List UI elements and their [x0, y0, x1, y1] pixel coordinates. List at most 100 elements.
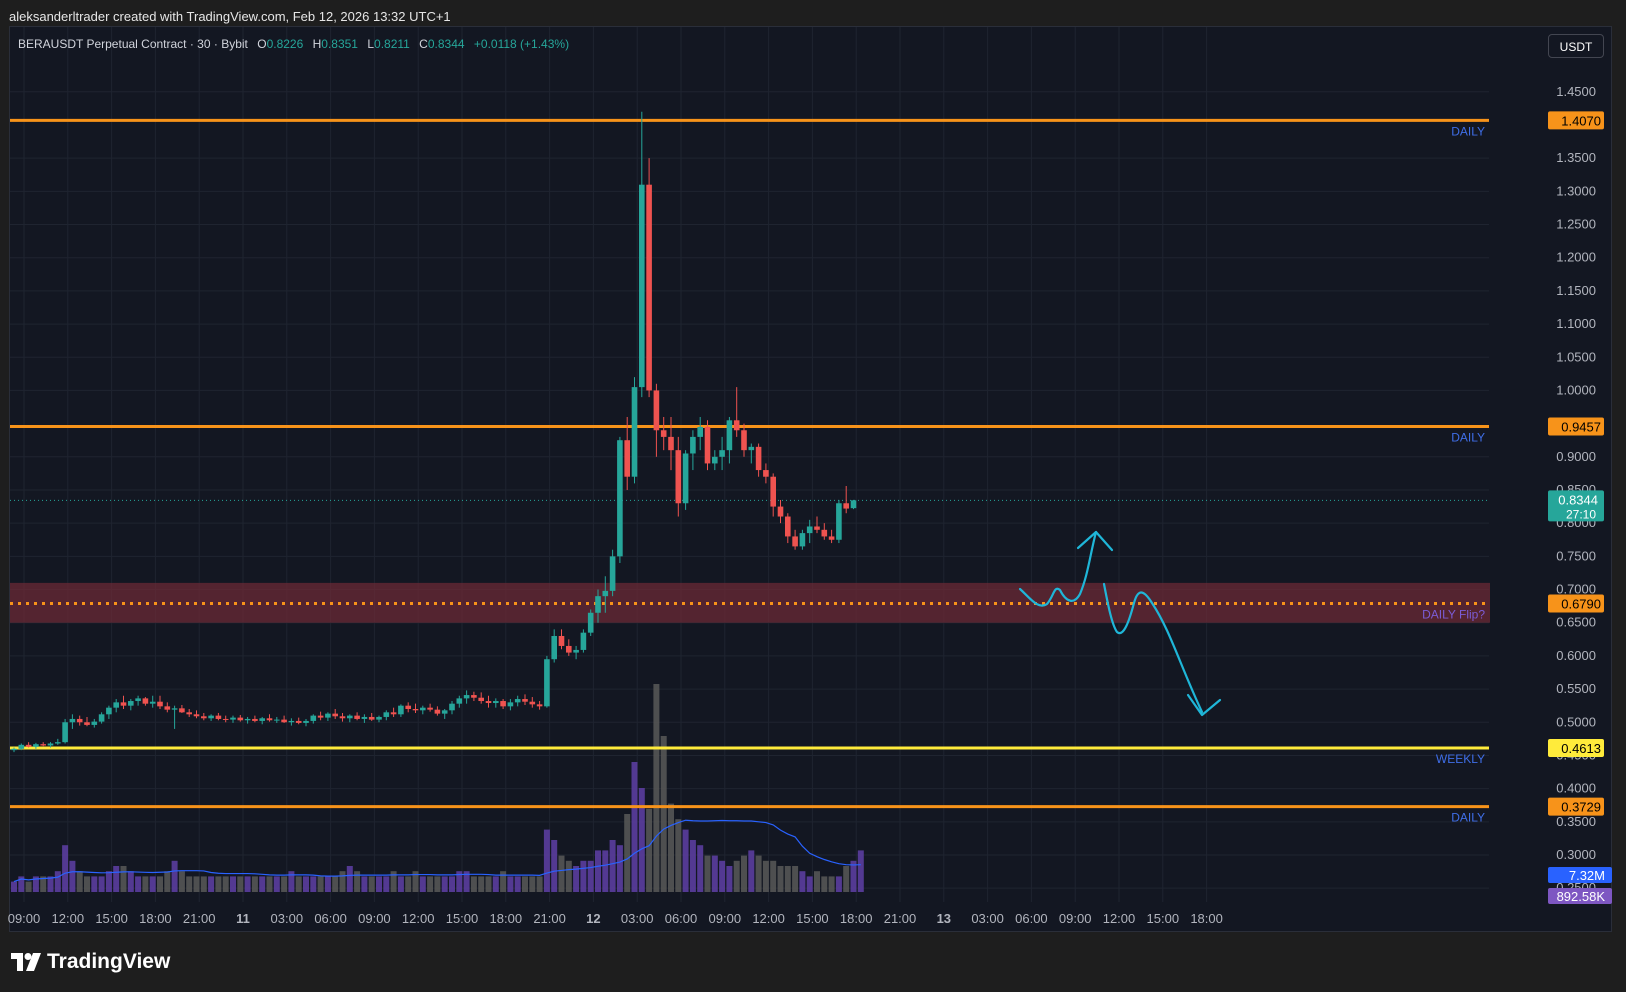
candle-body [828, 536, 835, 540]
candle-body [770, 476, 776, 507]
volume-bar [76, 871, 83, 892]
volume-bar [317, 876, 324, 892]
drawing-up-path[interactable] [1018, 530, 1098, 607]
candle-body [660, 430, 667, 437]
candle-body [252, 718, 258, 721]
volume-bar [689, 840, 696, 892]
candle-body [113, 702, 119, 708]
volume-bar [32, 876, 39, 892]
volume-bar [595, 850, 601, 892]
price-axis-tick: 0.3500 [1556, 814, 1596, 829]
volume-bar [193, 876, 200, 892]
volume-bar [565, 860, 572, 892]
price-axis-tick: 1.4500 [1556, 84, 1596, 99]
drawing-up-arrowhead[interactable] [1076, 530, 1114, 552]
candle-body [712, 456, 718, 464]
volume-bar [762, 860, 769, 892]
volume-bar [427, 876, 434, 892]
volume-bar [441, 876, 448, 892]
candle-body [106, 707, 112, 715]
volume-bar [390, 871, 397, 892]
candle-body [653, 390, 660, 431]
volume-bar [412, 871, 419, 892]
candle-body [500, 701, 506, 707]
volume-bar [755, 855, 762, 892]
candle-body [69, 718, 76, 723]
volume-bar [580, 860, 587, 892]
volume-bar [449, 876, 455, 892]
drawing-down-arrowhead[interactable] [1186, 693, 1222, 717]
volume-bar [397, 876, 404, 892]
volume-bar [120, 866, 127, 892]
price-axis-tick: 0.4000 [1556, 781, 1596, 796]
volume-bar [266, 876, 273, 892]
candle-body [62, 722, 68, 743]
volume-bar [792, 866, 799, 892]
volume-bar [733, 860, 740, 892]
volume-bar [726, 866, 733, 892]
candle-body [624, 440, 630, 477]
volume-bar [215, 876, 222, 892]
candle-body [639, 184, 645, 388]
candle-body [149, 701, 156, 704]
volume-bar [522, 876, 528, 892]
candle-body [332, 713, 338, 717]
candle-body [201, 716, 207, 719]
time-axis-tick: 18:00 [840, 911, 873, 926]
price-axis-tick: 1.2000 [1556, 250, 1596, 265]
volume-bar [456, 871, 463, 892]
candle-body [376, 716, 382, 720]
drawing-down-path[interactable] [1102, 582, 1204, 714]
price-axis-tick: 0.6500 [1556, 615, 1596, 630]
close-value: 0.8344 [427, 37, 465, 51]
candle-body [222, 718, 229, 720]
volume-bar [105, 871, 112, 892]
candle-body [383, 712, 390, 717]
volume-bar [113, 866, 120, 892]
volume-bar [697, 845, 704, 892]
change-value: +0.0118 (+1.43%) [473, 37, 570, 51]
volume-bar [361, 876, 368, 892]
volume-ma-line [13, 819, 861, 883]
time-axis-tick: 12:00 [402, 911, 435, 926]
last-price-label-bg [1548, 490, 1604, 522]
currency-button[interactable]: USDT [1548, 34, 1604, 58]
volume-bar [543, 829, 550, 892]
chart-panel[interactable] [9, 26, 1612, 932]
volume-bar [310, 876, 317, 892]
volume-bar [354, 871, 361, 892]
volume-bar [529, 876, 536, 892]
volume-bar [835, 876, 842, 892]
candle-body [463, 695, 470, 699]
open-label: O [257, 37, 267, 51]
low-value: 0.8211 [374, 37, 410, 51]
volume-bar [748, 850, 755, 892]
price-axis-tick: 1.3000 [1556, 183, 1596, 198]
time-axis-tick: 18:00 [139, 911, 172, 926]
candle-body [726, 420, 733, 451]
candle-body [288, 720, 295, 723]
candle-body [347, 715, 353, 719]
volume-bar [200, 876, 207, 892]
volume-bar [11, 881, 17, 892]
level-price-label: 0.4613 [1561, 741, 1601, 756]
volume-bar [507, 876, 514, 892]
candle-body [390, 712, 397, 715]
volume-bar [675, 819, 682, 892]
level-price-label-bg [1548, 594, 1604, 613]
volume-bar [142, 876, 149, 892]
volume-bar [573, 866, 580, 892]
time-axis-tick: 09:00 [1059, 911, 1092, 926]
volume-bar [237, 876, 244, 892]
candle-body [836, 503, 842, 540]
candle-body [733, 420, 740, 431]
volume-bar [164, 871, 171, 892]
candle-body [573, 649, 579, 653]
tradingview-logo-icon [11, 953, 41, 971]
low-label: L [367, 37, 375, 51]
candle-body [529, 701, 536, 705]
candle-body [704, 426, 711, 464]
volume-bar [470, 876, 477, 892]
